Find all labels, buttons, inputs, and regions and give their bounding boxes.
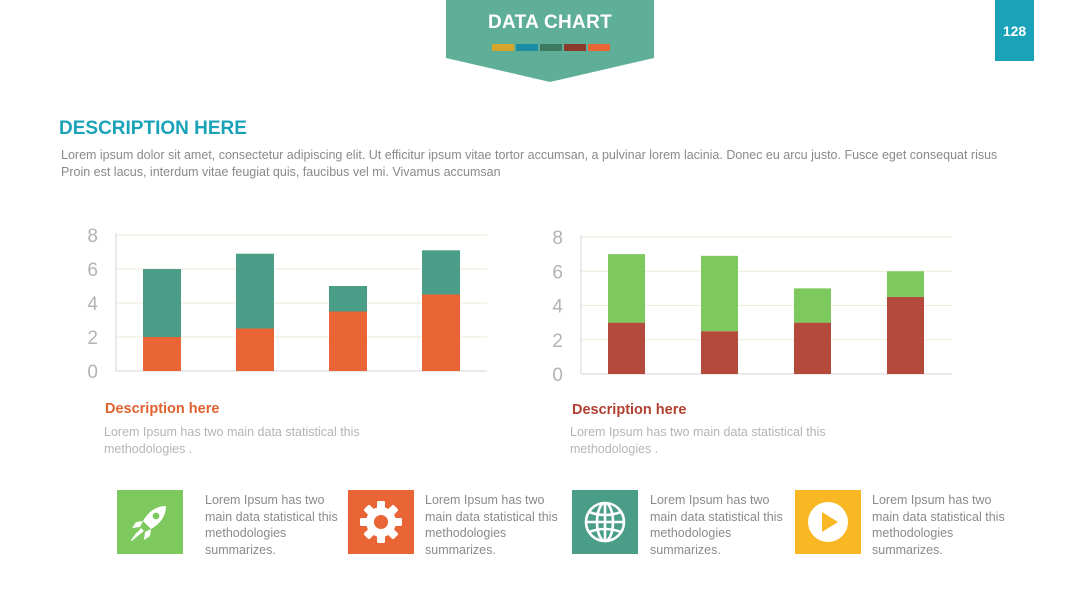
- bar-segment-1: [143, 337, 181, 371]
- caption-body-left: Lorem Ipsum has two main data statistica…: [104, 425, 360, 456]
- y-tick-label: 0: [87, 362, 98, 383]
- globe-icon: [572, 490, 638, 554]
- bar-segment-1: [329, 311, 367, 371]
- y-tick-label: 8: [87, 226, 98, 247]
- color-stripe: [588, 44, 610, 51]
- feature-text-gear: Lorem Ipsum has two main data statistica…: [425, 493, 558, 557]
- header-banner: DATA CHART: [446, 0, 654, 82]
- y-tick-label: 4: [87, 294, 98, 315]
- description-title: DESCRIPTION HERE: [59, 118, 247, 139]
- bar-chart-right: 0 2 4 6 8: [552, 228, 952, 386]
- feature-text-play: Lorem Ipsum has two main data statistica…: [872, 493, 1005, 557]
- color-stripe: [540, 44, 562, 51]
- bar-segment-2: [608, 254, 645, 323]
- caption-body-right: Lorem Ipsum has two main data statistica…: [570, 425, 826, 456]
- feature-text-globe: Lorem Ipsum has two main data statistica…: [650, 493, 783, 557]
- caption-title-left: Description here: [105, 401, 220, 417]
- bar-segment-1: [422, 294, 460, 371]
- gear-icon: [348, 490, 414, 554]
- bar-segment-2: [422, 250, 460, 295]
- bar-segment-2: [143, 269, 181, 337]
- bar-segment-2: [794, 288, 831, 323]
- y-tick-label: 2: [87, 328, 98, 349]
- color-stripe: [492, 44, 514, 51]
- page-title: DATA CHART: [487, 12, 612, 33]
- y-tick-label: 2: [552, 331, 563, 352]
- color-stripe: [564, 44, 586, 51]
- y-tick-label: 6: [552, 262, 563, 283]
- feature-text-rocket: Lorem Ipsum has two main data statistica…: [205, 493, 338, 557]
- y-tick-label: 6: [87, 260, 98, 281]
- y-tick-label: 0: [552, 365, 563, 386]
- bar-segment-1: [608, 322, 645, 374]
- bar-segment-1: [701, 331, 738, 374]
- bar-segment-2: [236, 253, 274, 329]
- description-body: Lorem ipsum dolor sit amet, consectetur …: [61, 148, 998, 179]
- y-tick-label: 8: [552, 228, 563, 249]
- bar-segment-1: [236, 328, 274, 371]
- page-number: 128: [995, 0, 1034, 61]
- caption-title-right: Description here: [572, 402, 687, 418]
- banner-shape: [446, 0, 654, 82]
- bar-segment-1: [887, 296, 924, 374]
- y-tick-label: 4: [552, 297, 563, 318]
- bar-segment-2: [887, 271, 924, 297]
- bar-segment-2: [329, 286, 367, 312]
- bar-segment-2: [701, 255, 738, 332]
- rocket-icon: [117, 490, 183, 554]
- bar-segment-1: [794, 322, 831, 374]
- color-stripe: [516, 44, 538, 51]
- play-icon: [795, 490, 861, 554]
- color-stripes: [492, 44, 610, 51]
- bar-chart-left: 0 2 4 6 8: [87, 226, 487, 383]
